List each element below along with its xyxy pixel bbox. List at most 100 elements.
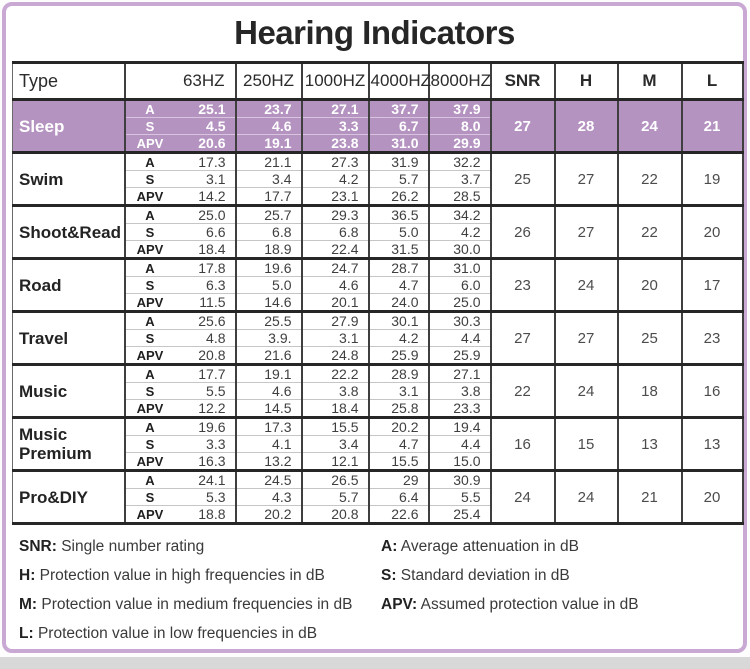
summary-snr-cell: 24: [490, 470, 556, 524]
table-row: Road A 17.8 19.6 24.7 28.7 31.0 23 24 20 17: [12, 258, 743, 312]
summary-l-cell: 13: [703, 435, 721, 453]
table-row: APV 18.4 18.9 22.4 31.5 30.0: [13, 240, 743, 259]
freq-value-cell: 34.2: [428, 205, 492, 224]
summary-snr-cell: 27: [490, 311, 556, 365]
freq-value-cell: 20.6: [174, 134, 237, 153]
sub-row-label: APV: [124, 240, 175, 259]
freq-value-cell: 25.6: [174, 311, 237, 330]
legend-desc-snr: Single number rating: [56, 538, 205, 555]
summary-m-cell: 24: [617, 99, 683, 153]
freq-value-cell: 4.5: [174, 117, 237, 135]
freq-value-cell: 24.7: [301, 258, 370, 277]
sub-row-label: APV: [124, 452, 175, 471]
col-header-h: H: [554, 62, 619, 100]
table-row: APV 16.3 13.2 12.1 15.5 15.0: [13, 452, 743, 471]
freq-value-cell: 3.9.: [235, 329, 303, 347]
freq-value-cell: 20.2: [235, 505, 303, 524]
freq-value-cell: 16.3: [174, 452, 237, 471]
freq-value-cell: 6.8: [235, 223, 303, 241]
sub-row-label: A: [145, 472, 155, 488]
legend-term-m: M:: [19, 596, 38, 613]
freq-value-cell: 5.0: [235, 276, 303, 294]
freq-value-cell: 3.7: [428, 170, 492, 188]
freq-value-cell: 11.5: [174, 293, 237, 312]
summary-l-cell: 21: [681, 99, 743, 153]
freq-value-cell: 18.4: [301, 399, 370, 418]
freq-value-cell: 27.9: [301, 311, 370, 330]
freq-value-cell: 17.7: [235, 187, 303, 206]
freq-value-cell: 21.6: [235, 346, 303, 365]
sub-row-label: A: [145, 154, 155, 170]
freq-value-cell: 20.1: [301, 293, 370, 312]
sub-row-label: APV: [124, 293, 175, 312]
table-row: APV 14.2 17.7 23.1 26.2 28.5: [13, 187, 743, 206]
table-row: Travel A 25.6 25.5 27.9 30.1 30.3 27 27 25 23: [12, 311, 743, 365]
freq-value-cell: 14.6: [235, 293, 303, 312]
sub-row-label: A: [124, 99, 175, 118]
freq-value-cell: 30.9: [428, 470, 492, 489]
freq-value-cell: 5.5: [174, 382, 237, 400]
freq-value-cell: 36.5: [368, 205, 430, 224]
summary-l-cell: 20: [703, 488, 721, 506]
freq-value-cell: 17.3: [174, 152, 237, 171]
freq-value-cell: 32.2: [428, 152, 492, 171]
freq-value-cell: 3.1: [368, 382, 430, 400]
freq-value-cell: 6.6: [174, 223, 237, 241]
header-row: Type 63HZ 250HZ 1000HZ 4000HZ 8000HZ SNR…: [12, 62, 743, 100]
freq-value-cell: 28.7: [368, 258, 430, 277]
summary-h-cell: 27: [554, 205, 619, 259]
col-header-snr: SNR: [490, 62, 556, 100]
summary-h-cell: 24: [554, 470, 619, 524]
summary-l-cell: 19: [703, 170, 721, 188]
legend-desc-l: Protection value in low frequencies in d…: [33, 625, 318, 642]
freq-value-cell: 37.7: [368, 99, 430, 118]
table-row: Sleep A 25.1 23.7 27.1 37.7 37.9 27 28 24 21: [12, 99, 743, 153]
sub-row-label: APV: [124, 187, 175, 206]
freq-value-cell: 30.3: [428, 311, 492, 330]
legend-left-column: SNR: Single number rating H: Protection …: [19, 537, 381, 653]
legend-term-l: L:: [19, 625, 34, 642]
freq-value-cell: 4.6: [235, 117, 303, 135]
table-row: S 3.1 3.4 4.2 5.7 3.7: [13, 170, 743, 188]
freq-value-cell: 28.9: [368, 364, 430, 383]
freq-value-cell: 15.0: [428, 452, 492, 471]
freq-value-cell: 25.9: [368, 346, 430, 365]
freq-value-cell: 25.1: [174, 99, 237, 118]
table-row: Pro&DIY A 24.1 24.5 26.5 29 30.9 24 24 21 20: [12, 470, 743, 524]
freq-value-cell: 31.0: [368, 134, 430, 153]
summary-m-cell: 18: [617, 364, 683, 418]
sub-row-label: APV: [124, 346, 175, 365]
freq-value-cell: 19.6: [235, 258, 303, 277]
freq-value-cell: 25.0: [174, 205, 237, 224]
table-row: Swim A 17.3 21.1 27.3 31.9 32.2 25 27 22 19: [12, 152, 743, 206]
freq-value-cell: 4.6: [301, 276, 370, 294]
legend-item-a: A: Average attenuation in dB: [381, 537, 733, 556]
freq-value-cell: 12.1: [301, 452, 370, 471]
freq-value-cell: 23.1: [301, 187, 370, 206]
freq-value-cell: 31.0: [428, 258, 492, 277]
freq-value-cell: 18.8: [174, 505, 237, 524]
sub-row-label: A: [145, 419, 155, 435]
freq-value-cell: 19.4: [428, 417, 492, 436]
freq-value-cell: 5.7: [301, 488, 370, 506]
freq-value-cell: 5.0: [368, 223, 430, 241]
freq-value-cell: 4.2: [301, 170, 370, 188]
legend-desc-apv: Assumed protection value in dB: [417, 596, 639, 613]
legend-item-s: S: Standard deviation in dB: [381, 566, 733, 585]
table-row: Music Premium A 19.6 17.3 15.5 20.2 19.4 16 15 13…: [12, 417, 743, 471]
row-type-cell: Music Premium: [12, 417, 126, 471]
freq-value-cell: 25.9: [428, 346, 492, 365]
summary-m-cell: 22: [617, 205, 683, 259]
freq-value-cell: 4.2: [428, 223, 492, 241]
freq-value-cell: 3.4: [301, 435, 370, 453]
freq-value-cell: 4.2: [368, 329, 430, 347]
freq-value-cell: 14.5: [235, 399, 303, 418]
summary-h-cell: 24: [554, 364, 619, 418]
table-row: APV 20.8 21.6 24.8 25.9 25.9: [13, 346, 743, 365]
freq-value-cell: 19.1: [235, 134, 303, 153]
freq-value-cell: 14.2: [174, 187, 237, 206]
legend-item-snr: SNR: Single number rating: [19, 537, 381, 556]
summary-m-cell: 25: [617, 311, 683, 365]
freq-value-cell: 27.1: [428, 364, 492, 383]
table-row: S 4.8 3.9. 3.1 4.2 4.4: [13, 329, 743, 347]
